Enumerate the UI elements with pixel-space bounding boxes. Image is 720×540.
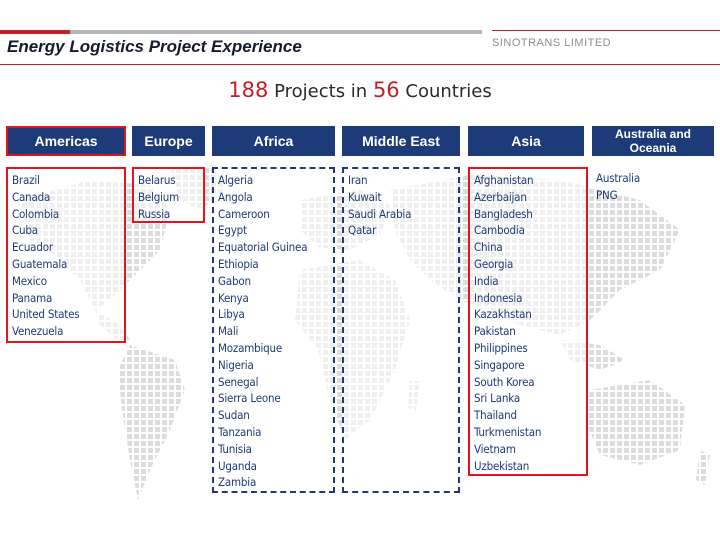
country-item: Sierra Leone (218, 391, 281, 406)
country-item: Afghanistan (474, 173, 534, 187)
country-item: Angola (218, 189, 253, 204)
country-item: Philippines (474, 340, 528, 355)
europe-country-box: Belarus Belgium Russia (132, 167, 205, 223)
country-item: Saudi Arabia (348, 206, 412, 221)
country-item: Kuwait (348, 189, 382, 204)
middle-east-country-list: Iran Kuwait Saudi Arabia Qatar (344, 169, 458, 239)
country-item: Ecuador (12, 240, 53, 255)
country-item: Nigeria (218, 357, 254, 372)
countries-count: 56 (372, 78, 400, 102)
header-divider-bar (70, 30, 482, 34)
country-item: Brazil (12, 173, 40, 187)
summary-heading: 188 Projects in 56 Countries (0, 78, 720, 102)
country-item: Pakistan (474, 324, 516, 339)
country-item: Ethiopia (218, 256, 259, 271)
country-item: South Korea (474, 374, 535, 389)
country-item: Mozambique (218, 340, 283, 355)
oceania-country-list: Australia PNG (592, 167, 714, 204)
region-header-middle-east: Middle East (342, 126, 460, 156)
country-item: Belgium (138, 189, 180, 204)
country-item: Venezuela (12, 324, 64, 339)
country-item: Mali (218, 324, 239, 339)
projects-count: 188 (228, 78, 269, 102)
country-item: Thailand (474, 408, 517, 423)
country-item: Sudan (218, 408, 250, 423)
middle-east-country-box: Iran Kuwait Saudi Arabia Qatar (342, 167, 460, 493)
country-item: Zambia (218, 475, 257, 490)
country-item: Libya (218, 307, 245, 322)
country-item: Georgia (474, 256, 514, 271)
region-header-africa: Africa (212, 126, 335, 156)
europe-country-list: Belarus Belgium Russia (134, 169, 203, 222)
country-item: Kazakhstan (474, 307, 532, 322)
projects-text: Projects in (274, 81, 368, 102)
title-rule (0, 64, 720, 65)
country-item: PNG (596, 187, 618, 202)
country-item: Turkmenistan (474, 424, 542, 439)
country-item: Sri Lanka (474, 391, 520, 406)
country-item: Belarus (138, 173, 176, 187)
country-item: Australia (596, 171, 640, 185)
country-item: Singapore (474, 357, 525, 372)
country-item: Kenya (218, 290, 249, 305)
country-item: Bangladesh (474, 206, 533, 221)
australia-shape (585, 380, 685, 465)
country-item: India (474, 273, 499, 288)
country-item: Vietnam (474, 441, 516, 456)
country-item: Panama (12, 290, 53, 305)
asia-country-list: Afghanistan Azerbaijan Bangladesh Cambod… (470, 169, 586, 474)
country-item: Colombia (12, 206, 60, 221)
country-item: Algeria (218, 173, 253, 187)
americas-country-box: Brazil Canada Colombia Cuba Ecuador Guat… (6, 167, 126, 343)
header-accent-bar (0, 30, 70, 34)
region-header-asia: Asia (468, 126, 584, 156)
country-item: Canada (12, 189, 51, 204)
americas-country-list: Brazil Canada Colombia Cuba Ecuador Guat… (8, 169, 124, 340)
asia-country-box: Afghanistan Azerbaijan Bangladesh Cambod… (468, 167, 588, 476)
country-item: Mexico (12, 273, 47, 288)
country-item: Iran (348, 173, 368, 187)
oceania-country-box: Australia PNG (592, 167, 714, 207)
page-title: Energy Logistics Project Experience (7, 37, 302, 56)
country-item: Guatemala (12, 256, 68, 271)
region-header-australia-oceania: Australia and Oceania (592, 126, 714, 156)
country-item: Tanzania (218, 424, 262, 439)
country-item: Cuba (12, 223, 38, 238)
country-item: Senegal (218, 374, 259, 389)
company-logo: SINOTRANS LIMITED (492, 37, 612, 49)
country-item: Equatorial Guinea (218, 240, 308, 255)
country-item: China (474, 240, 503, 255)
country-item: United States (12, 307, 80, 322)
africa-country-box: Algeria Angola Cameroon Egypt Equatorial… (212, 167, 335, 493)
country-item: Tunisia (218, 441, 252, 456)
new-zealand-shape (696, 450, 710, 485)
country-item: Uganda (218, 458, 257, 473)
countries-text: Countries (405, 81, 492, 102)
country-item: Qatar (348, 223, 377, 238)
country-item: Cambodia (474, 223, 525, 238)
country-item: Indonesia (474, 290, 523, 305)
country-item: Uzbekistan (474, 458, 530, 473)
region-header-americas: Americas (6, 126, 126, 156)
country-item: Russia (138, 206, 171, 221)
africa-country-list: Algeria Angola Cameroon Egypt Equatorial… (214, 169, 333, 491)
south-america-shape (118, 345, 185, 500)
country-item: Egypt (218, 223, 247, 238)
region-header-europe: Europe (132, 126, 205, 156)
country-item: Azerbaijan (474, 189, 527, 204)
country-item: Cameroon (218, 206, 270, 221)
country-item: Gabon (218, 273, 251, 288)
company-rule (492, 30, 720, 31)
